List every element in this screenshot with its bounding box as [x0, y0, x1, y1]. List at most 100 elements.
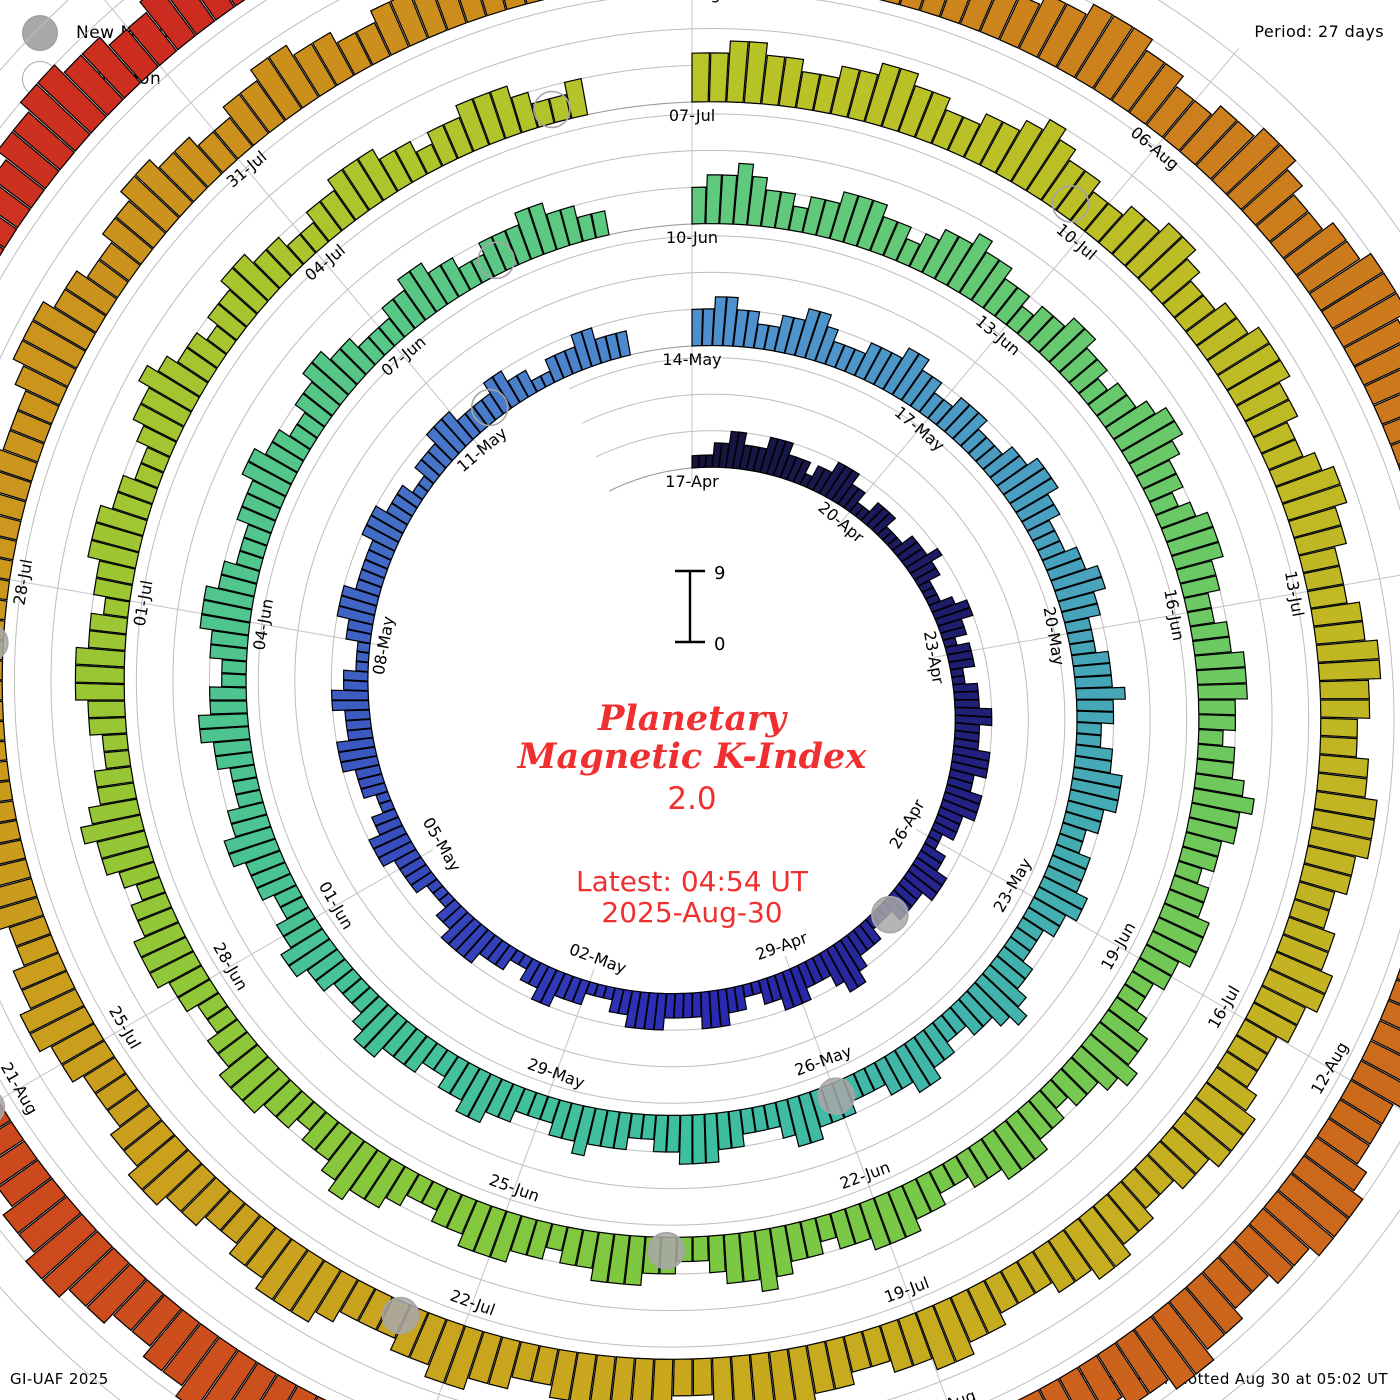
k-index-bar	[346, 618, 374, 635]
k-index-bar	[354, 764, 383, 780]
k-index-bar	[1179, 575, 1221, 599]
period-label: Period: 27 days	[1254, 22, 1384, 41]
k-index-bar	[1051, 843, 1091, 870]
new-moon-marker	[381, 1296, 420, 1335]
k-index-bar	[207, 303, 248, 341]
k-index-bar	[594, 335, 612, 364]
k-index-bar	[249, 56, 303, 121]
k-index-bar	[979, 121, 1021, 174]
k-index-bar	[909, 375, 943, 413]
k-index-bar	[1104, 400, 1156, 440]
date-label: 03-Aug	[663, 0, 720, 3]
k-index-bar	[491, 230, 519, 272]
k-index-bar	[905, 547, 943, 575]
k-index-bar	[974, 973, 1028, 1026]
k-index-bar	[691, 186, 707, 225]
k-index-bar	[1162, 99, 1213, 152]
k-index-bar	[815, 1213, 837, 1243]
k-index-bar	[9, 409, 52, 444]
k-index-bar	[265, 236, 304, 277]
k-index-bar	[220, 1202, 261, 1245]
k-index-bar	[739, 1230, 761, 1283]
k-index-bar	[140, 446, 171, 473]
k-index-bar	[1025, 139, 1077, 201]
k-index-bar	[705, 174, 723, 225]
k-index-bar	[115, 200, 167, 249]
k-index-bar	[879, 1318, 914, 1373]
k-index-bar	[1047, 854, 1087, 882]
k-index-bar	[711, 296, 728, 347]
k-index-bar	[0, 515, 22, 541]
k-index-bar	[314, 1121, 352, 1161]
k-index-bar	[0, 800, 18, 823]
k-index-bar	[1304, 1136, 1368, 1192]
k-index-bar	[548, 1099, 573, 1139]
k-index-bar	[884, 1049, 914, 1090]
k-index-bar	[399, 856, 427, 878]
scale-bottom-label: 0	[714, 634, 725, 655]
k-index-bar	[209, 700, 248, 715]
k-index-bar	[1206, 326, 1270, 376]
k-index-bar	[0, 760, 11, 782]
k-index-bar	[540, 370, 556, 388]
k-index-bar	[691, 52, 711, 103]
k-index-bar	[854, 342, 883, 381]
k-index-bar	[1076, 710, 1115, 725]
k-index-bar	[1148, 492, 1179, 516]
k-index-bar	[944, 642, 972, 656]
k-index-bar	[497, 1083, 526, 1123]
k-index-bar	[102, 597, 131, 618]
k-index-bar	[217, 574, 258, 597]
k-index-bar	[290, 1259, 342, 1323]
k-index-bar	[829, 191, 859, 243]
k-index-bar	[427, 264, 460, 305]
k-index-bar	[1195, 120, 1255, 180]
k-index-bar	[1235, 1018, 1278, 1055]
k-index-bar	[1293, 525, 1348, 556]
k-index-bar	[118, 861, 160, 889]
k-index-bar	[0, 660, 4, 681]
k-index-bar	[600, 1109, 620, 1149]
k-index-bar	[392, 1027, 428, 1066]
k-index-bar	[1058, 1366, 1097, 1400]
k-index-bar	[897, 1312, 933, 1367]
k-index-bar	[665, 1114, 681, 1153]
k-index-bar	[111, 491, 153, 521]
k-index-bar	[510, 91, 539, 134]
k-index-bar	[1043, 865, 1083, 894]
k-index-bar	[15, 934, 59, 967]
k-index-bar	[442, 905, 469, 930]
k-index-bar	[375, 791, 392, 805]
k-index-bar	[1198, 714, 1237, 732]
k-index-bar	[396, 270, 437, 321]
k-index-bar	[1142, 473, 1184, 503]
k-index-bar	[199, 613, 251, 636]
k-index-bar	[952, 745, 991, 762]
k-index-bar	[280, 928, 331, 967]
k-index-bar	[979, 0, 1018, 40]
k-index-bar	[338, 595, 378, 616]
k-index-bar	[433, 418, 467, 455]
k-index-bar	[919, 0, 946, 18]
k-index-bar	[1005, 1110, 1049, 1161]
k-index-bar	[775, 1098, 796, 1139]
k-index-bar	[433, 1049, 459, 1078]
k-index-bar	[1269, 211, 1324, 259]
k-index-bar	[239, 537, 268, 559]
k-index-bar	[339, 1279, 376, 1322]
k-index-bar	[1073, 755, 1113, 774]
k-index-bar	[996, 457, 1045, 496]
k-index-bar	[1195, 1081, 1256, 1136]
k-index-bar	[261, 1373, 298, 1400]
k-index-bar	[1163, 888, 1205, 918]
k-index-bar	[232, 253, 280, 302]
k-index-bar	[271, 428, 311, 462]
k-index-bar	[101, 217, 154, 266]
date-label: 02-May	[567, 940, 629, 978]
k-index-bar	[1040, 159, 1086, 211]
k-index-bar	[0, 740, 8, 762]
k-index-bar	[750, 979, 763, 996]
k-index-bar	[1313, 790, 1378, 820]
k-index-bar	[1182, 831, 1223, 858]
k-index-bar	[74, 682, 126, 701]
